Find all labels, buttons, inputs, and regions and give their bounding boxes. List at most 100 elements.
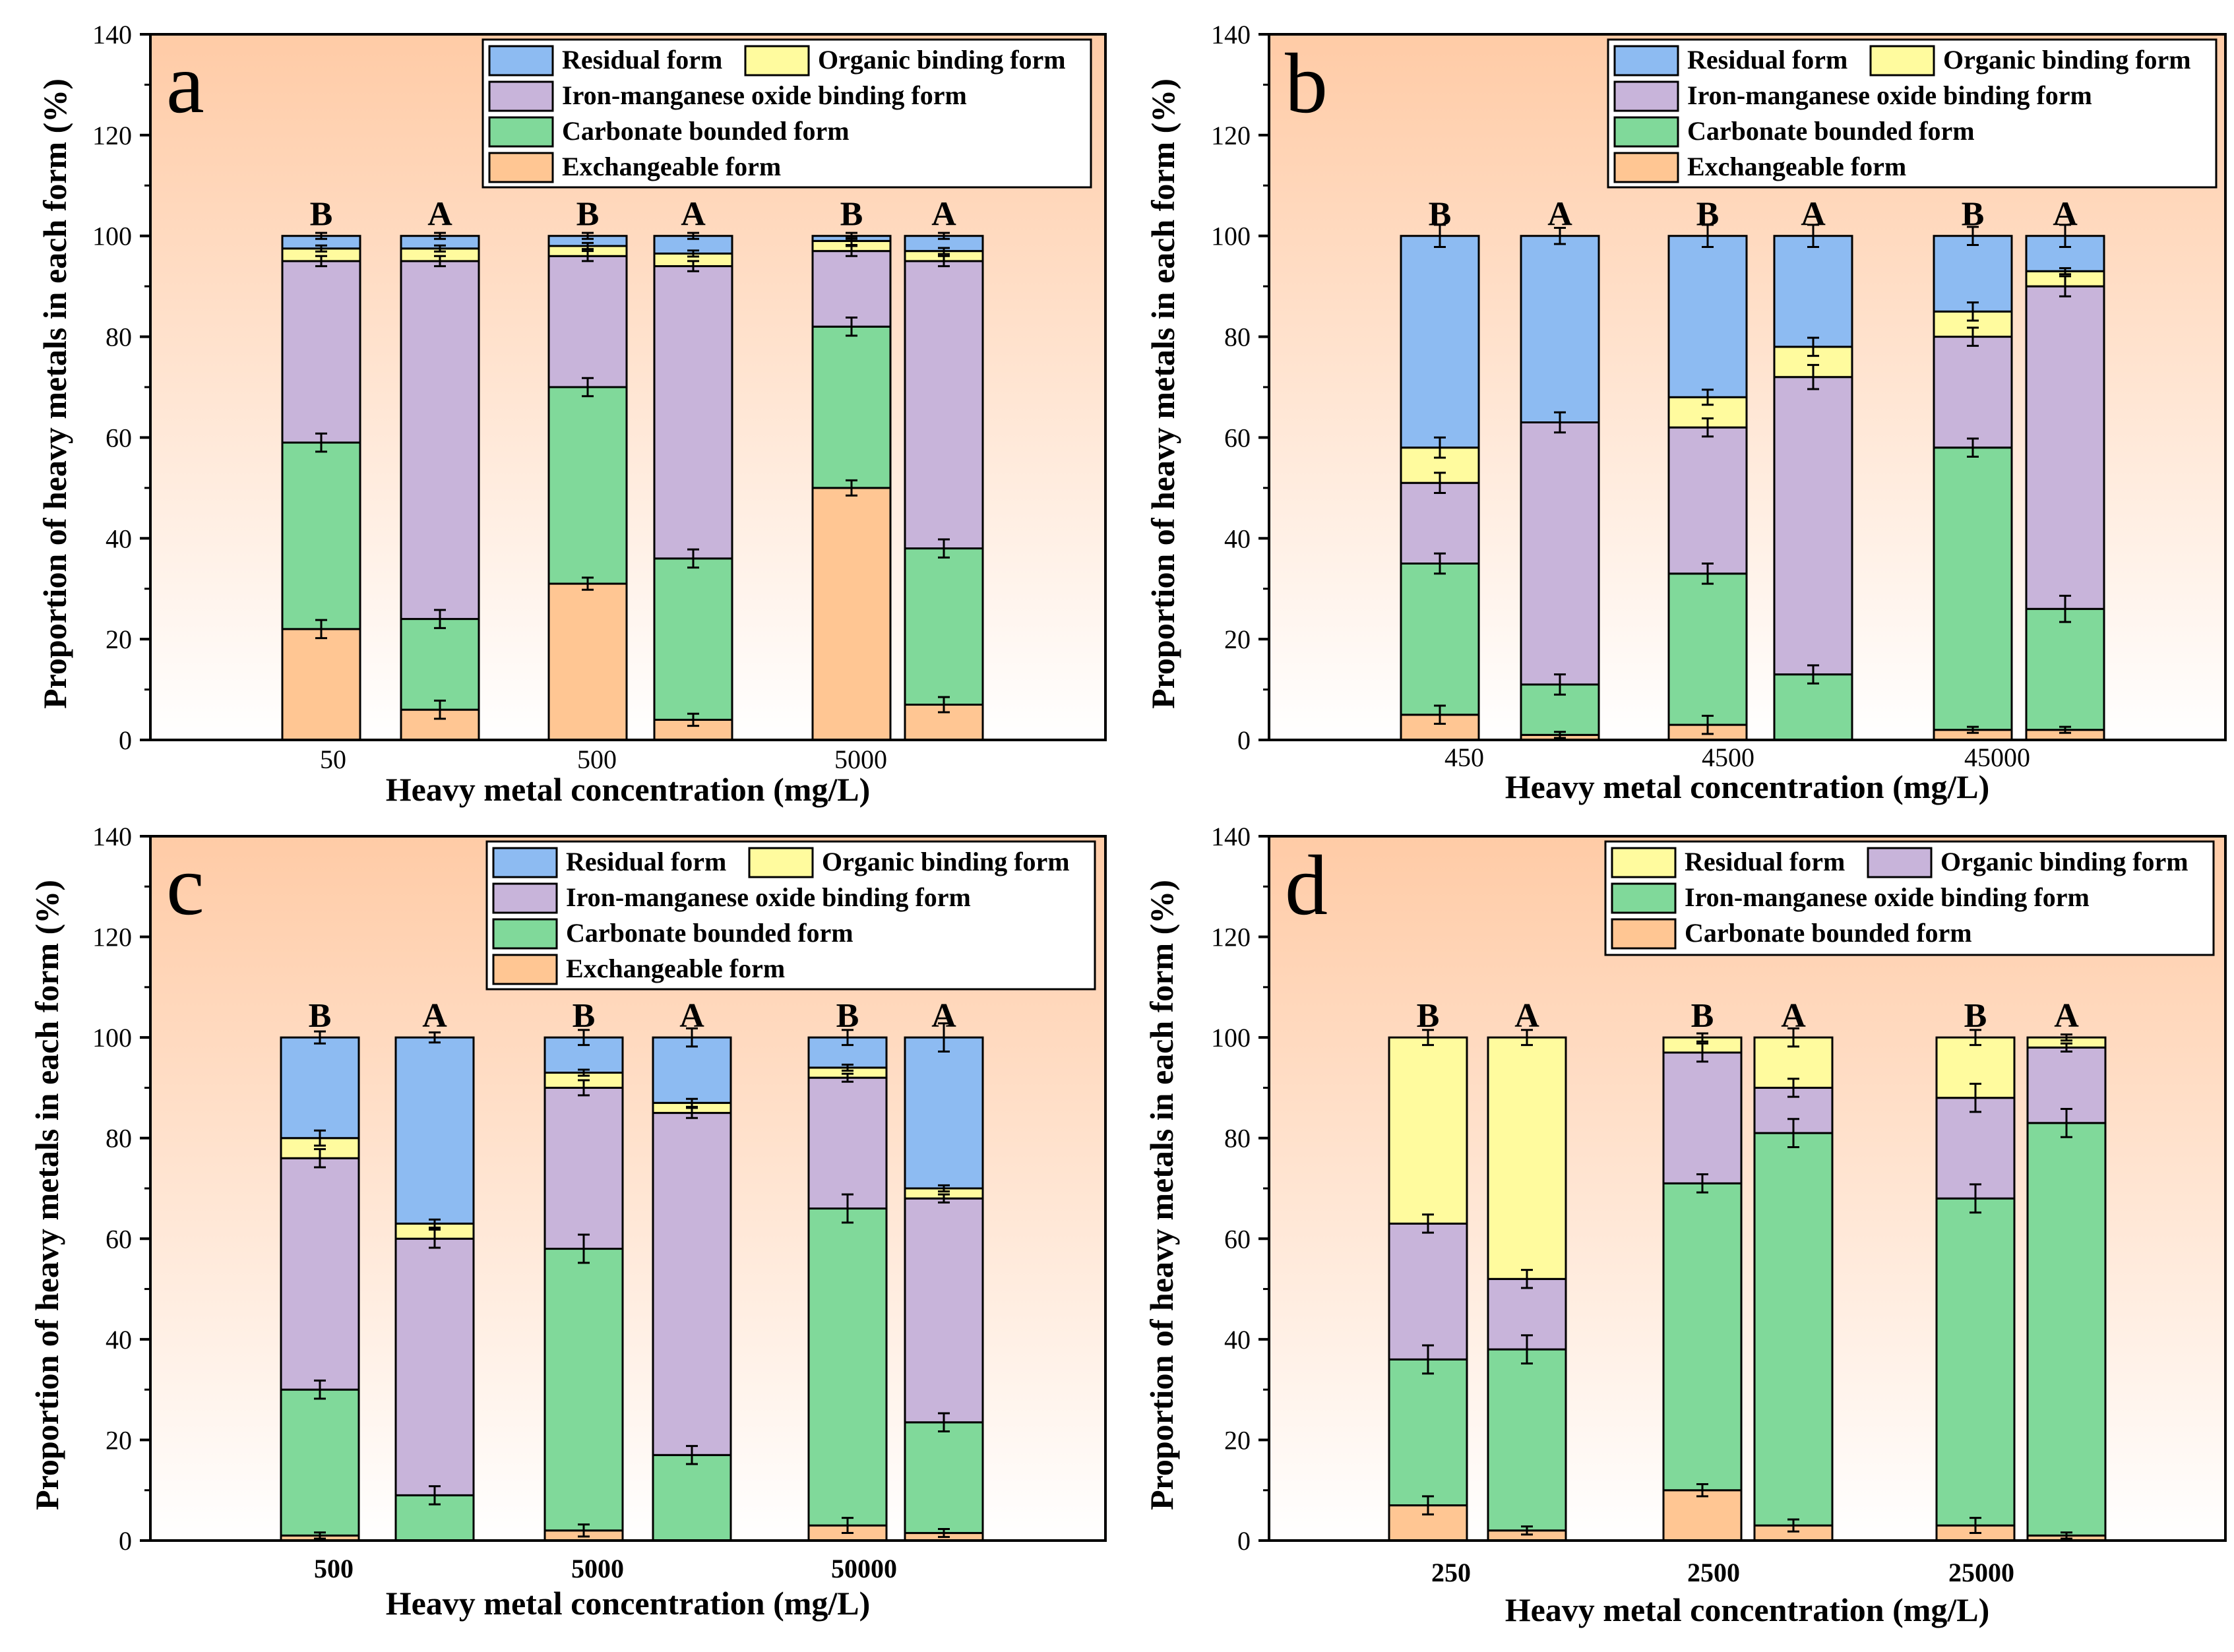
bar-segment-carbonate-bounded-form-4 xyxy=(807,1208,888,1527)
bar-significance-letter: B xyxy=(1964,997,1987,1035)
error-bar xyxy=(315,432,327,453)
error-bar xyxy=(1807,224,1819,249)
bar-segment-iron-manganese-oxide-binding-form-2 xyxy=(1662,1182,1743,1492)
bar-significance-letter: A xyxy=(1781,997,1806,1035)
bar-segment-iron-manganese-oxide-binding-form-1 xyxy=(1487,1348,1567,1532)
bar-significance-letter: B xyxy=(1691,997,1714,1035)
error-bar xyxy=(1434,552,1446,575)
error-bar xyxy=(938,1184,950,1193)
legend-swatch xyxy=(1611,918,1677,950)
bar-segment-carbonate-bounded-form-0 xyxy=(280,1388,360,1537)
legend-label: Residual form xyxy=(1685,847,1845,876)
error-bar xyxy=(582,250,594,262)
bar-segment-carbonate-bounded-form-5 xyxy=(904,547,984,706)
error-bar xyxy=(1702,563,1714,585)
error-bar xyxy=(1970,1183,1981,1214)
error-bar xyxy=(938,231,950,240)
y-tick-label: 20 xyxy=(1224,625,1251,654)
bar-segment-organic-binding-form-2 xyxy=(1662,1051,1743,1184)
error-bar xyxy=(315,244,327,253)
bar-segment-exchangeable-form-2 xyxy=(547,582,628,741)
x-axis-title: Heavy metal concentration (mg/L) xyxy=(386,1585,871,1622)
y-tick-label: 120 xyxy=(1211,923,1251,952)
legend-label: Exchangeable form xyxy=(1687,152,1906,181)
error-bar xyxy=(2059,267,2071,276)
error-bar xyxy=(314,1379,326,1400)
bar-significance-letter: B xyxy=(1417,997,1440,1035)
bar-significance-letter: A xyxy=(681,196,706,233)
bar-segment-carbonate-bounded-form-2 xyxy=(1667,572,1748,726)
legend: Residual form Organic binding form Iron-ma… xyxy=(1607,38,2218,189)
error-bar xyxy=(314,1030,326,1045)
legend-label: Iron-manganese oxide binding form xyxy=(1685,882,2090,912)
legend-swatch xyxy=(1613,116,1679,148)
y-tick-label: 80 xyxy=(1224,1124,1251,1153)
legend-swatch xyxy=(1613,152,1679,183)
error-bar xyxy=(315,619,327,640)
y-axis-title: Proportion of heavy metals in each form … xyxy=(36,78,73,709)
error-bar xyxy=(1422,1029,1434,1047)
error-bar xyxy=(1787,1027,1799,1048)
error-bar xyxy=(1807,363,1819,390)
bar-segment-carbonate-bounded-form-2 xyxy=(543,1248,624,1532)
y-axis-title: Proportion of heavy metals in each form … xyxy=(1144,78,1181,709)
bar-segment-carbonate-bounded-form-4 xyxy=(811,325,892,489)
bar-significance-letter: B xyxy=(1429,196,1452,233)
bar-segment-residual-form-3 xyxy=(1773,235,1853,348)
bar-segment-organic-binding-form-4 xyxy=(1935,1097,2016,1200)
bar-segment-iron-manganese-oxide-binding-form-0 xyxy=(1388,1358,1468,1507)
error-bar xyxy=(2061,1107,2072,1138)
bar-segment-iron-manganese-oxide-binding-form-5 xyxy=(904,1197,984,1424)
error-bar xyxy=(1521,1269,1533,1289)
error-bar xyxy=(686,1097,698,1108)
bar-segment-iron-manganese-oxide-binding-form-1 xyxy=(400,260,480,621)
error-bar xyxy=(1434,472,1446,494)
bar-segment-exchangeable-form-4 xyxy=(811,487,892,741)
y-tick-label: 40 xyxy=(106,524,132,553)
y-tick-label: 0 xyxy=(1237,1526,1251,1556)
bar-segment-carbonate-bounded-form-3 xyxy=(653,557,733,721)
error-bar xyxy=(1554,673,1566,696)
bar-segment-residual-form-5 xyxy=(904,1036,984,1190)
legend-label: Carbonate bounded form xyxy=(562,116,850,146)
legend-label: Iron-manganese oxide binding form xyxy=(562,80,967,110)
legend-label: Organic binding form xyxy=(818,45,1066,75)
bar-significance-letter: A xyxy=(931,997,956,1035)
x-axis-title: Heavy metal concentration (mg/L) xyxy=(1505,768,1990,805)
error-bar xyxy=(2061,1531,2072,1540)
error-bar xyxy=(1787,1118,1799,1148)
error-bar xyxy=(938,1022,950,1053)
legend-label: Carbonate bounded form xyxy=(1685,918,1972,948)
error-bar xyxy=(1696,1483,1708,1498)
x-category-label: 25000 xyxy=(1948,1558,2014,1587)
bar-segment-iron-manganese-oxide-binding-form-3 xyxy=(1773,376,1853,676)
error-bar xyxy=(1787,1078,1799,1098)
error-bar xyxy=(938,696,950,714)
legend-label: Iron-manganese oxide binding form xyxy=(566,882,971,912)
legend-label: Organic binding form xyxy=(1940,847,2188,876)
error-bar xyxy=(314,1531,326,1540)
y-tick-label: 60 xyxy=(106,423,132,452)
error-bar xyxy=(582,576,594,591)
y-tick-label: 60 xyxy=(106,1224,132,1254)
bar-significance-letter: A xyxy=(1514,997,1539,1035)
y-tick-label: 100 xyxy=(92,222,132,251)
legend-swatch xyxy=(492,954,558,985)
bar-segment-residual-form-1 xyxy=(394,1036,475,1225)
y-axis-title: Proportion of heavy metals in each form … xyxy=(1143,880,1180,1510)
error-bar xyxy=(2061,1033,2072,1042)
legend-swatch xyxy=(1613,80,1679,112)
x-category-label: 45000 xyxy=(1964,743,2030,772)
bar-significance-letter: A xyxy=(1801,196,1826,233)
error-bar xyxy=(938,255,950,268)
error-bar xyxy=(1434,436,1446,459)
y-axis-title: Proportion of heavy metals in each form … xyxy=(28,880,65,1510)
error-bar xyxy=(1967,725,1979,734)
panel-label: d xyxy=(1285,838,1328,933)
error-bar xyxy=(1554,411,1566,434)
bar-segment-residual-form-1 xyxy=(1487,1036,1567,1280)
bar-segment-iron-manganese-oxide-binding-form-2 xyxy=(1667,426,1748,575)
error-bar xyxy=(687,231,699,240)
error-bar xyxy=(429,1031,441,1044)
error-bar xyxy=(1434,704,1446,725)
